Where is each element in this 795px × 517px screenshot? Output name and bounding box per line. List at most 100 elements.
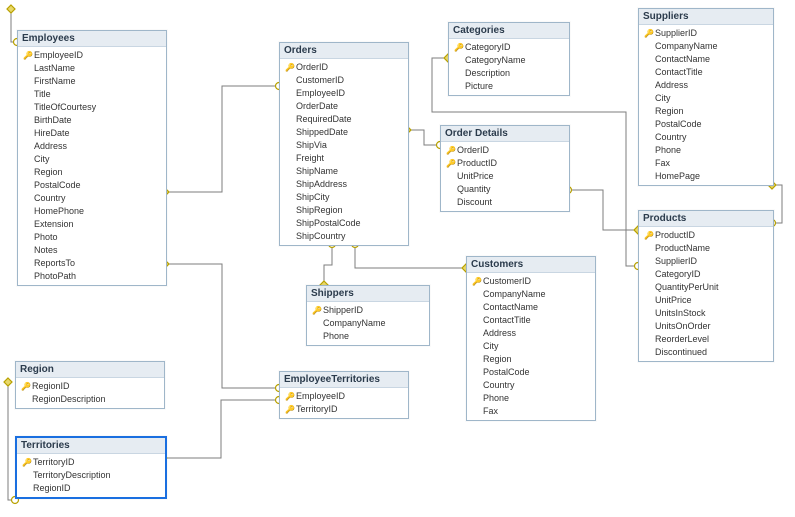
table-title[interactable]: Employees: [18, 31, 166, 47]
column-row[interactable]: Address: [467, 327, 595, 340]
column-row[interactable]: Phone: [639, 144, 773, 157]
column-row[interactable]: PostalCode: [18, 179, 166, 192]
column-row[interactable]: 🔑CustomerID: [467, 275, 595, 288]
column-row[interactable]: CompanyName: [639, 40, 773, 53]
column-row[interactable]: ContactTitle: [639, 66, 773, 79]
column-row[interactable]: 🔑OrderID: [441, 144, 569, 157]
column-row[interactable]: 🔑CategoryID: [449, 41, 569, 54]
column-row[interactable]: Photo: [18, 231, 166, 244]
column-row[interactable]: City: [467, 340, 595, 353]
column-row[interactable]: ReorderLevel: [639, 333, 773, 346]
column-row[interactable]: Phone: [307, 330, 429, 343]
column-row[interactable]: HireDate: [18, 127, 166, 140]
column-row[interactable]: UnitPrice: [639, 294, 773, 307]
column-row[interactable]: Quantity: [441, 183, 569, 196]
column-row[interactable]: 🔑TerritoryID: [17, 456, 165, 469]
table-products[interactable]: Products 🔑ProductIDProductNameSupplierIDC…: [638, 210, 774, 362]
table-title[interactable]: Order Details: [441, 126, 569, 142]
table-title[interactable]: Orders: [280, 43, 408, 59]
column-row[interactable]: 🔑RegionID: [16, 380, 164, 393]
column-row[interactable]: BirthDate: [18, 114, 166, 127]
table-title[interactable]: Suppliers: [639, 9, 773, 25]
column-row[interactable]: UnitsOnOrder: [639, 320, 773, 333]
table-title[interactable]: Shippers: [307, 286, 429, 302]
column-row[interactable]: FirstName: [18, 75, 166, 88]
column-row[interactable]: ShipAddress: [280, 178, 408, 191]
column-row[interactable]: ShippedDate: [280, 126, 408, 139]
table-territories[interactable]: Territories 🔑TerritoryIDTerritoryDescript…: [15, 436, 167, 499]
column-row[interactable]: ContactName: [639, 53, 773, 66]
column-row[interactable]: Country: [467, 379, 595, 392]
column-row[interactable]: CustomerID: [280, 74, 408, 87]
column-row[interactable]: 🔑SupplierID: [639, 27, 773, 40]
column-row[interactable]: Region: [639, 105, 773, 118]
column-row[interactable]: Discontinued: [639, 346, 773, 359]
column-row[interactable]: Region: [18, 166, 166, 179]
table-title[interactable]: Categories: [449, 23, 569, 39]
table-orders[interactable]: Orders 🔑OrderIDCustomerIDEmployeeIDOrderD…: [279, 42, 409, 246]
column-row[interactable]: Discount: [441, 196, 569, 209]
column-row[interactable]: SupplierID: [639, 255, 773, 268]
column-row[interactable]: QuantityPerUnit: [639, 281, 773, 294]
column-row[interactable]: RegionDescription: [16, 393, 164, 406]
column-row[interactable]: 🔑TerritoryID: [280, 403, 408, 416]
column-row[interactable]: HomePhone: [18, 205, 166, 218]
column-row[interactable]: TitleOfCourtesy: [18, 101, 166, 114]
table-region[interactable]: Region 🔑RegionIDRegionDescription: [15, 361, 165, 409]
column-row[interactable]: Fax: [639, 157, 773, 170]
column-row[interactable]: RegionID: [17, 482, 165, 495]
column-row[interactable]: UnitsInStock: [639, 307, 773, 320]
column-row[interactable]: Fax: [467, 405, 595, 418]
column-row[interactable]: ShipCountry: [280, 230, 408, 243]
column-row[interactable]: CompanyName: [307, 317, 429, 330]
column-row[interactable]: ShipCity: [280, 191, 408, 204]
table-customers[interactable]: Customers 🔑CustomerIDCompanyNameContactNa…: [466, 256, 596, 421]
column-row[interactable]: CategoryName: [449, 54, 569, 67]
column-row[interactable]: OrderDate: [280, 100, 408, 113]
column-row[interactable]: ShipPostalCode: [280, 217, 408, 230]
column-row[interactable]: City: [18, 153, 166, 166]
column-row[interactable]: ReportsTo: [18, 257, 166, 270]
column-row[interactable]: Region: [467, 353, 595, 366]
diagram-canvas[interactable]: Employees🔑EmployeeIDLastNameFirstNameTit…: [0, 0, 795, 517]
column-row[interactable]: 🔑OrderID: [280, 61, 408, 74]
table-order_details[interactable]: Order Details 🔑OrderID🔑ProductIDUnitPrice…: [440, 125, 570, 212]
column-row[interactable]: Title: [18, 88, 166, 101]
column-row[interactable]: ShipName: [280, 165, 408, 178]
table-categories[interactable]: Categories🔑CategoryIDCategoryNameDescrip…: [448, 22, 570, 96]
column-row[interactable]: RequiredDate: [280, 113, 408, 126]
table-title[interactable]: Territories: [17, 438, 165, 454]
column-row[interactable]: City: [639, 92, 773, 105]
column-row[interactable]: Freight: [280, 152, 408, 165]
column-row[interactable]: 🔑EmployeeID: [280, 390, 408, 403]
column-row[interactable]: ContactName: [467, 301, 595, 314]
column-row[interactable]: 🔑ProductID: [639, 229, 773, 242]
column-row[interactable]: ContactTitle: [467, 314, 595, 327]
table-shippers[interactable]: Shippers 🔑ShipperIDCompanyNamePhone: [306, 285, 430, 346]
table-title[interactable]: Region: [16, 362, 164, 378]
column-row[interactable]: Extension: [18, 218, 166, 231]
table-title[interactable]: Products: [639, 211, 773, 227]
column-row[interactable]: Notes: [18, 244, 166, 257]
column-row[interactable]: UnitPrice: [441, 170, 569, 183]
column-row[interactable]: Picture: [449, 80, 569, 93]
column-row[interactable]: CategoryID: [639, 268, 773, 281]
column-row[interactable]: EmployeeID: [280, 87, 408, 100]
column-row[interactable]: CompanyName: [467, 288, 595, 301]
column-row[interactable]: PhotoPath: [18, 270, 166, 283]
column-row[interactable]: ShipVia: [280, 139, 408, 152]
table-title[interactable]: EmployeeTerritories: [280, 372, 408, 388]
column-row[interactable]: HomePage: [639, 170, 773, 183]
column-row[interactable]: ShipRegion: [280, 204, 408, 217]
column-row[interactable]: Country: [639, 131, 773, 144]
column-row[interactable]: 🔑ProductID: [441, 157, 569, 170]
column-row[interactable]: PostalCode: [467, 366, 595, 379]
column-row[interactable]: Country: [18, 192, 166, 205]
column-row[interactable]: Address: [18, 140, 166, 153]
column-row[interactable]: TerritoryDescription: [17, 469, 165, 482]
column-row[interactable]: Address: [639, 79, 773, 92]
table-title[interactable]: Customers: [467, 257, 595, 273]
column-row[interactable]: 🔑ShipperID: [307, 304, 429, 317]
column-row[interactable]: ProductName: [639, 242, 773, 255]
column-row[interactable]: 🔑EmployeeID: [18, 49, 166, 62]
